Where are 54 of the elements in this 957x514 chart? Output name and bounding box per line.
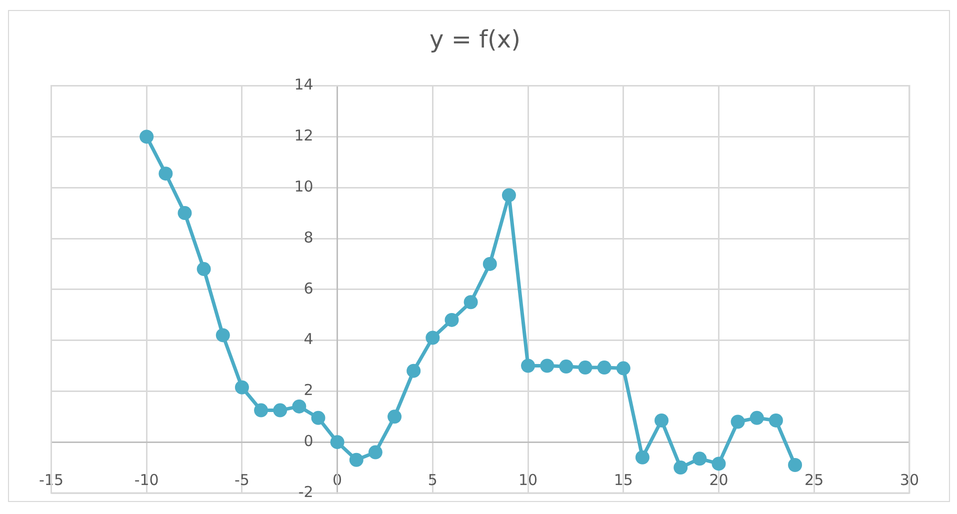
point (368, 445, 382, 460)
point (482, 256, 497, 271)
point (674, 460, 688, 475)
y-tick-label: 6 (304, 279, 314, 298)
x-tick-label: -15 (39, 470, 64, 489)
point (597, 360, 612, 375)
x-tick-label: 15 (614, 470, 633, 489)
point (311, 410, 326, 425)
y-tick-label: 10 (294, 177, 314, 196)
point (178, 206, 192, 220)
y-tick-label: 8 (304, 228, 314, 246)
point (559, 360, 574, 374)
point (216, 328, 230, 342)
point (330, 435, 344, 450)
point (730, 414, 745, 429)
point (140, 130, 154, 144)
point (616, 361, 630, 376)
point (502, 188, 516, 202)
point (521, 358, 536, 373)
x-tick-label: 5 (428, 470, 438, 489)
point (712, 456, 726, 471)
x-tick-label: -5 (234, 470, 250, 489)
point (196, 262, 211, 276)
point (406, 364, 421, 378)
y-tick-label: 4 (304, 330, 314, 348)
point (158, 166, 173, 181)
point (578, 360, 592, 375)
point (234, 380, 249, 394)
point (788, 458, 802, 472)
point (254, 403, 268, 418)
point (292, 399, 306, 414)
y-tick-label: 14 (294, 76, 314, 94)
point (388, 410, 402, 424)
point (426, 330, 440, 345)
x-tick-label: 10 (518, 470, 538, 489)
y-tick-label: 0 (304, 432, 314, 450)
x-tick-label: 20 (709, 470, 728, 489)
y-tick-label: -2 (298, 482, 314, 501)
chart-title: y = f(x) (430, 26, 520, 54)
point (273, 403, 288, 418)
point (464, 295, 478, 310)
point (692, 452, 707, 466)
point (444, 312, 459, 327)
point (750, 410, 764, 425)
point (349, 452, 364, 467)
y-tick-label: 12 (294, 126, 314, 145)
x-tick-label: -10 (134, 470, 159, 489)
x-tick-label: 30 (900, 470, 920, 489)
point (768, 413, 783, 428)
point (635, 450, 650, 464)
point (540, 358, 554, 373)
point (654, 413, 669, 428)
y-tick-label: 2 (304, 381, 314, 400)
x-tick-label: 25 (804, 470, 824, 489)
